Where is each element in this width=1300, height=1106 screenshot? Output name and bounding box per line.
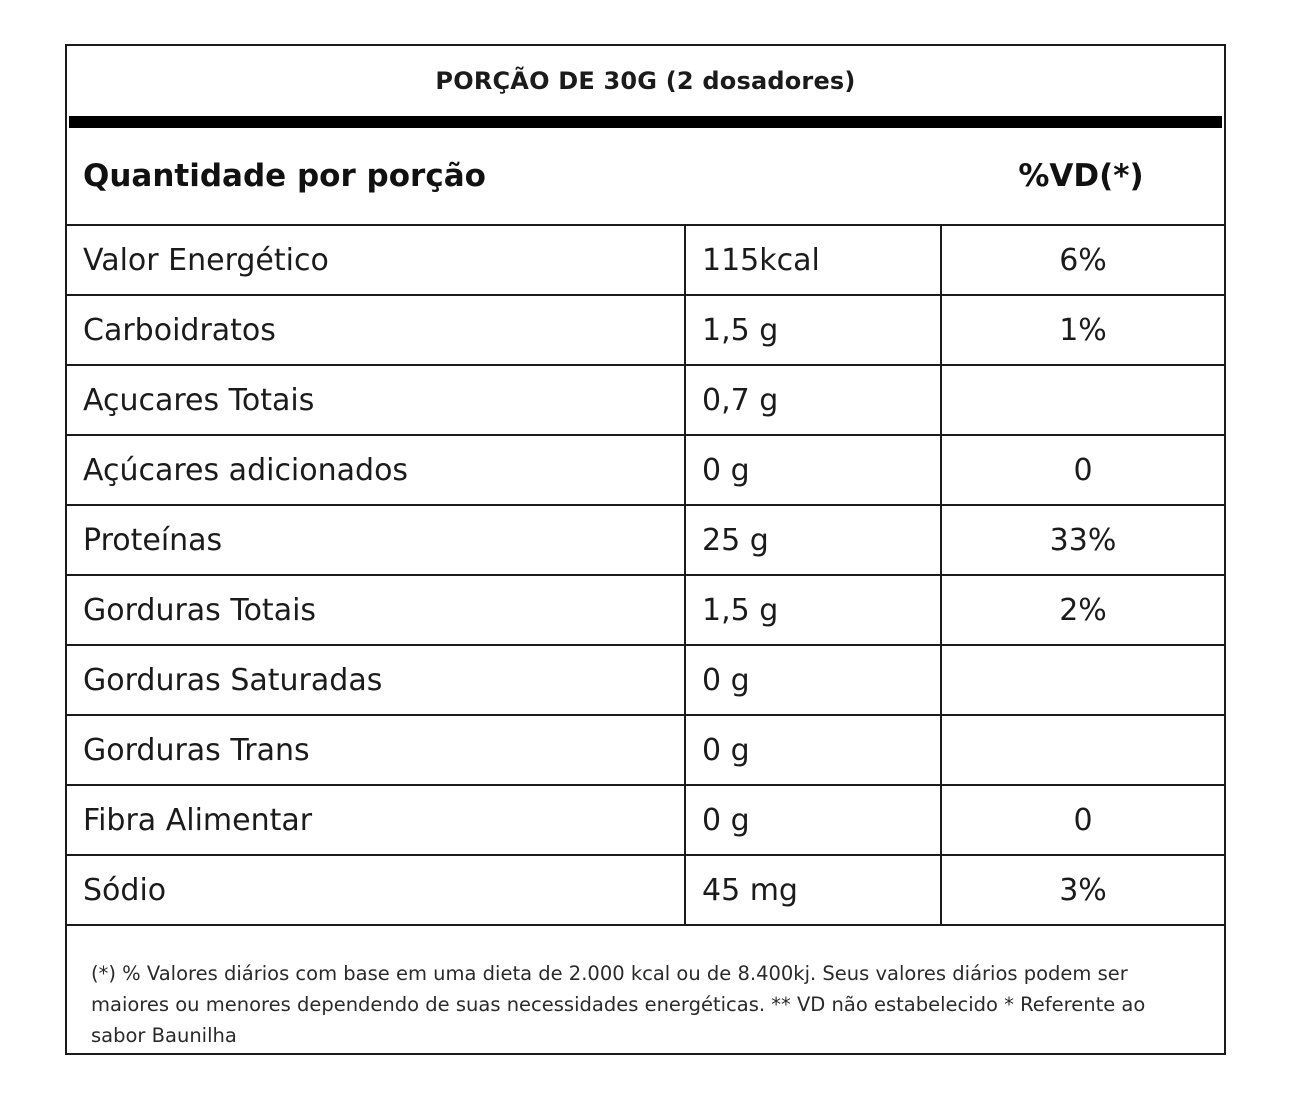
- table-header: Quantidade por porção %VD(*): [67, 128, 1224, 226]
- nutrient-amount: 25 g: [686, 506, 942, 574]
- nutrient-vd: 2%: [1059, 592, 1107, 628]
- nutrient-amount: 45 mg: [686, 856, 942, 924]
- nutrition-facts-table: PORÇÃO DE 30G (2 dosadores) Quantidade p…: [65, 44, 1226, 1055]
- table-row: Proteínas 25 g 33%: [67, 506, 1224, 576]
- nutrient-amount: 0 g: [686, 646, 942, 714]
- table-row: Gorduras Saturadas 0 g: [67, 646, 1224, 716]
- nutrient-vd: [942, 716, 1224, 784]
- table-row: Carboidratos 1,5 g 1%: [67, 296, 1224, 366]
- nutrient-rows: Valor Energético 115kcal 6% Carboidratos 1,5…: [67, 226, 1224, 926]
- table-row: Fibra Alimentar 0 g 0: [67, 786, 1224, 856]
- header-quantity-label: Quantidade por porção: [83, 158, 486, 194]
- footnote: (*) % Valores diários com base em uma di…: [91, 962, 1146, 1047]
- nutrient-amount: 1,5 g: [686, 576, 942, 644]
- nutrient-vd: 33%: [1049, 522, 1117, 558]
- nutrient-name: Gorduras Totais: [67, 576, 686, 644]
- nutrient-name: Carboidratos: [67, 296, 686, 364]
- nutrient-amount: 0 g: [686, 786, 942, 854]
- table-row: Gorduras Totais 1,5 g 2%: [67, 576, 1224, 646]
- nutrient-name: Valor Energético: [67, 226, 686, 294]
- nutrient-vd: 3%: [1059, 872, 1107, 908]
- nutrient-amount: 0 g: [686, 436, 942, 504]
- thick-divider: [69, 116, 1222, 128]
- nutrient-name: Açúcares adicionados: [67, 436, 686, 504]
- table-row: Sódio 45 mg 3%: [67, 856, 1224, 926]
- header-vd-label: %VD(*): [1018, 158, 1144, 194]
- table-row: Valor Energético 115kcal 6%: [67, 226, 1224, 296]
- nutrient-amount: 115kcal: [686, 226, 942, 294]
- nutrient-name: Gorduras Trans: [67, 716, 686, 784]
- nutrient-amount: 1,5 g: [686, 296, 942, 364]
- nutrient-name: Sódio: [67, 856, 686, 924]
- nutrient-vd: [942, 646, 1224, 714]
- nutrient-vd: 6%: [1059, 242, 1107, 278]
- nutrient-name: Fibra Alimentar: [67, 786, 686, 854]
- nutrient-name: Gorduras Saturadas: [67, 646, 686, 714]
- nutrient-amount: 0 g: [686, 716, 942, 784]
- portion-title: PORÇÃO DE 30G (2 dosadores): [435, 67, 856, 95]
- nutrient-vd: 0: [1073, 802, 1093, 838]
- nutrient-vd: 0: [1073, 452, 1093, 488]
- table-row: Açucares Totais 0,7 g: [67, 366, 1224, 436]
- nutrient-vd: [942, 366, 1224, 434]
- table-row: Gorduras Trans 0 g: [67, 716, 1224, 786]
- nutrient-name: Açucares Totais: [67, 366, 686, 434]
- nutrient-vd: 1%: [1059, 312, 1107, 348]
- nutrient-name: Proteínas: [67, 506, 686, 574]
- nutrient-amount: 0,7 g: [686, 366, 942, 434]
- table-row: Açúcares adicionados 0 g 0: [67, 436, 1224, 506]
